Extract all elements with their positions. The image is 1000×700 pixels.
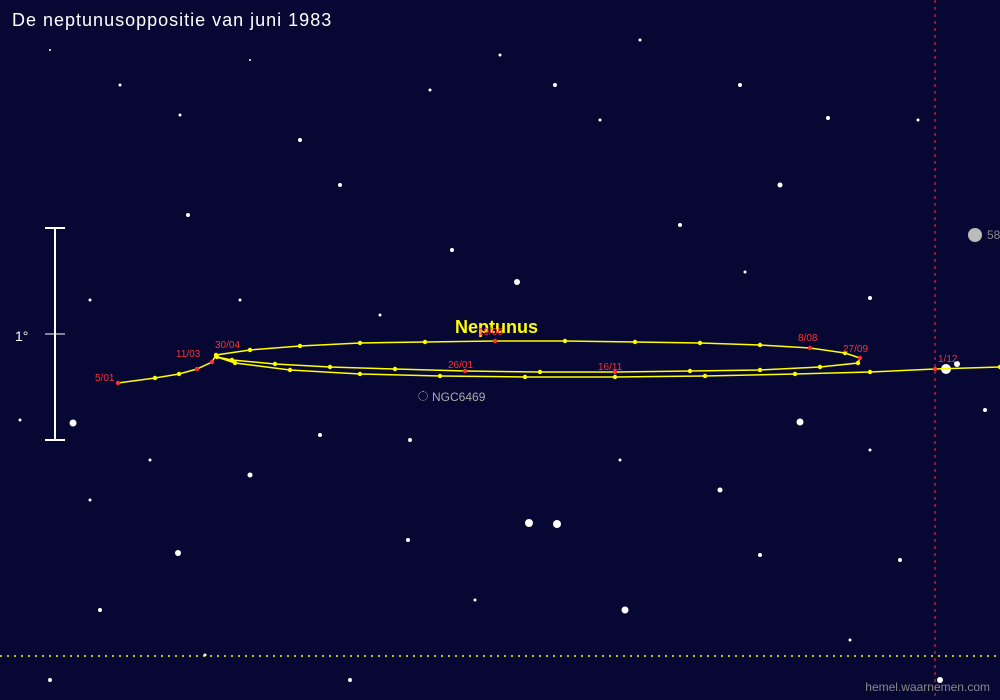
ngc-label: NGC6469 [432,390,485,404]
date-label: 16/11 [598,362,622,373]
date-label: 1/12 [938,354,957,365]
date-label: 11/03 [176,349,200,360]
date-label: 19/06 [478,327,503,338]
date-label: 30/04 [215,340,240,351]
chart-title: De neptunusoppositie van juni 1983 [12,10,332,31]
star-chart: De neptunusoppositie van juni 1983 Neptu… [0,0,1000,700]
date-label: 27/09 [843,344,868,355]
date-label: 8/08 [798,333,817,344]
scale-label: 1° [15,328,28,344]
ngc-object: NGC6469 [418,388,485,406]
star-58-label: 58 [987,228,1000,242]
credit-text: hemel.waarnemen.com [865,680,990,694]
date-label: 26/01 [448,360,473,371]
date-label: 5/01 [95,373,114,384]
ngc-symbol [418,391,428,401]
